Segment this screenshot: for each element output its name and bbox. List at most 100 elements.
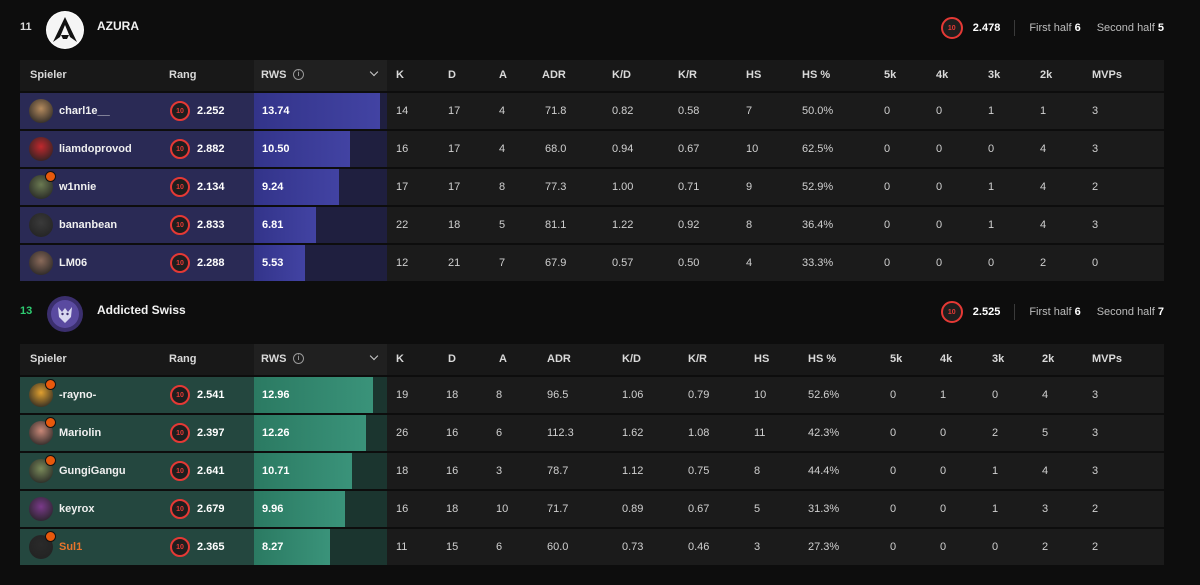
column-header-hs[interactable]: HS	[746, 69, 762, 81]
player-name[interactable]: Sul1	[59, 541, 83, 553]
stat-adr: 68.0	[545, 143, 567, 155]
column-header-4k[interactable]: 4k	[940, 353, 953, 365]
stat-k5: 0	[890, 541, 897, 553]
column-header-rws: RWS	[261, 353, 287, 365]
rank-badge-icon: 10	[170, 139, 190, 159]
column-header-k-r[interactable]: K/R	[678, 69, 697, 81]
column-header-mvps[interactable]: MVPs	[1092, 353, 1122, 365]
column-header-hs[interactable]: HS %	[808, 353, 837, 365]
player-rank-value: 2.882	[197, 143, 225, 155]
column-header-k-r[interactable]: K/R	[688, 353, 707, 365]
player-avatar[interactable]	[29, 251, 53, 275]
stat-adr: 77.3	[545, 181, 567, 193]
column-header-adr[interactable]: ADR	[542, 69, 566, 81]
column-header-spieler[interactable]: Spieler	[30, 353, 67, 365]
stat-k: 16	[396, 503, 409, 515]
column-header-rang[interactable]: Rang	[169, 69, 197, 81]
column-header-d[interactable]: D	[448, 353, 456, 365]
player-name[interactable]: charl1e__	[59, 105, 110, 117]
stat-k3: 0	[992, 389, 999, 401]
column-header-k-d[interactable]: K/D	[622, 353, 641, 365]
column-header-k[interactable]: K	[396, 69, 404, 81]
stat-hs: 8	[754, 465, 761, 477]
rws-sort-header[interactable]: RWS i	[254, 60, 387, 91]
chevron-down-icon[interactable]	[369, 67, 379, 77]
player-row[interactable]: -rayno- 10 2.541 12.96 19 18 8 96.5 1.06 0.79 10 52…	[20, 377, 1164, 413]
rws-value: 10.71	[262, 465, 290, 477]
stat-hsp: 27.3%	[808, 541, 840, 553]
column-header-k[interactable]: K	[396, 353, 404, 365]
stat-k3: 1	[988, 105, 995, 117]
stat-k5: 0	[884, 219, 891, 231]
player-name[interactable]: liamdoprovod	[59, 143, 132, 155]
stat-k4: 0	[940, 465, 947, 477]
stat-hsp: 44.4%	[808, 465, 840, 477]
column-header-3k[interactable]: 3k	[988, 69, 1001, 81]
team-average-rank: 2.525	[972, 306, 1001, 318]
column-header-hs[interactable]: HS	[754, 353, 770, 365]
column-header-3k[interactable]: 3k	[992, 353, 1005, 365]
column-header-5k[interactable]: 5k	[884, 69, 897, 81]
stat-mvps: 3	[1092, 389, 1099, 401]
player-avatar[interactable]	[29, 417, 56, 445]
player-row[interactable]: keyrox 10 2.679 9.96 16 18 10 71.7 0.89 0.67 5 31.3…	[20, 491, 1164, 527]
player-row[interactable]: w1nnie 10 2.134 9.24 17 17 8 77.3 1.00 0.71 9 52.9%…	[20, 169, 1164, 205]
stat-k2: 2	[1040, 257, 1047, 269]
player-row[interactable]: bananbean 10 2.833 6.81 22 18 5 81.1 1.22 0.92 8 36…	[20, 207, 1164, 243]
player-avatar[interactable]	[29, 99, 53, 123]
player-avatar[interactable]	[29, 497, 53, 521]
stat-k5: 0	[884, 143, 891, 155]
player-row[interactable]: Sul1 10 2.365 8.27 11 15 6 60.0 0.73 0.46 3 27.3% 0 0…	[20, 529, 1164, 565]
column-header-2k[interactable]: 2k	[1040, 69, 1053, 81]
column-header-hs[interactable]: HS %	[802, 69, 831, 81]
stat-k: 14	[396, 105, 409, 117]
table-header: Spieler Rang RWS i K D A ADR K/D K/R HS HS % 5k 4k 3k 2…	[20, 60, 1164, 91]
player-avatar[interactable]	[29, 137, 53, 161]
column-header-a[interactable]: A	[499, 353, 507, 365]
stat-adr: 112.3	[547, 427, 574, 439]
column-header-k-d[interactable]: K/D	[612, 69, 631, 81]
player-avatar[interactable]	[29, 531, 56, 559]
column-header-mvps[interactable]: MVPs	[1092, 69, 1122, 81]
rws-sort-header[interactable]: RWS i	[254, 344, 387, 375]
player-avatar[interactable]	[29, 379, 56, 407]
chevron-down-icon[interactable]	[369, 351, 379, 361]
column-header-spieler[interactable]: Spieler	[30, 69, 67, 81]
player-cell-area: w1nnie 10 2.134 9.24	[20, 169, 387, 205]
column-header-d[interactable]: D	[448, 69, 456, 81]
player-name[interactable]: LM06	[59, 257, 88, 269]
player-name[interactable]: keyrox	[59, 503, 95, 515]
player-row[interactable]: LM06 10 2.288 5.53 12 21 7 67.9 0.57 0.50 4 33.3% 0 0…	[20, 245, 1164, 281]
player-row[interactable]: Mariolin 10 2.397 12.26 26 16 6 112.3 1.62 1.08 11…	[20, 415, 1164, 451]
rank-badge-icon: 10	[170, 177, 190, 197]
stat-a: 8	[499, 181, 506, 193]
stat-k: 16	[396, 143, 409, 155]
column-header-4k[interactable]: 4k	[936, 69, 949, 81]
player-row[interactable]: charl1e__ 10 2.252 13.74 14 17 4 71.8 0.82 0.58 7 5…	[20, 93, 1164, 129]
stat-hsp: 31.3%	[808, 503, 840, 515]
stat-kr: 0.67	[678, 143, 700, 155]
stat-a: 3	[496, 465, 503, 477]
column-header-a[interactable]: A	[499, 69, 507, 81]
info-icon[interactable]: i	[293, 353, 304, 364]
column-header-5k[interactable]: 5k	[890, 353, 903, 365]
stat-k3: 1	[988, 181, 995, 193]
column-header-2k[interactable]: 2k	[1042, 353, 1055, 365]
stat-d: 21	[448, 257, 461, 269]
player-row[interactable]: liamdoprovod 10 2.882 10.50 16 17 4 68.0 0.94 0.6…	[20, 131, 1164, 167]
player-avatar[interactable]	[29, 455, 56, 483]
player-name[interactable]: -rayno-	[59, 389, 97, 401]
stat-k: 17	[396, 181, 409, 193]
player-name[interactable]: w1nnie	[59, 181, 97, 193]
player-row[interactable]: GungiGangu 10 2.641 10.71 18 16 3 78.7 1.12 0.75 8…	[20, 453, 1164, 489]
stat-k2: 5	[1042, 427, 1049, 439]
player-name[interactable]: Mariolin	[59, 427, 102, 439]
info-icon[interactable]: i	[293, 69, 304, 80]
column-header-rang[interactable]: Rang	[169, 353, 197, 365]
column-header-adr[interactable]: ADR	[547, 353, 571, 365]
player-avatar[interactable]	[29, 213, 53, 237]
player-name[interactable]: bananbean	[59, 219, 118, 231]
stat-adr: 60.0	[547, 541, 569, 553]
player-avatar[interactable]	[29, 171, 56, 199]
player-name[interactable]: GungiGangu	[59, 465, 126, 477]
